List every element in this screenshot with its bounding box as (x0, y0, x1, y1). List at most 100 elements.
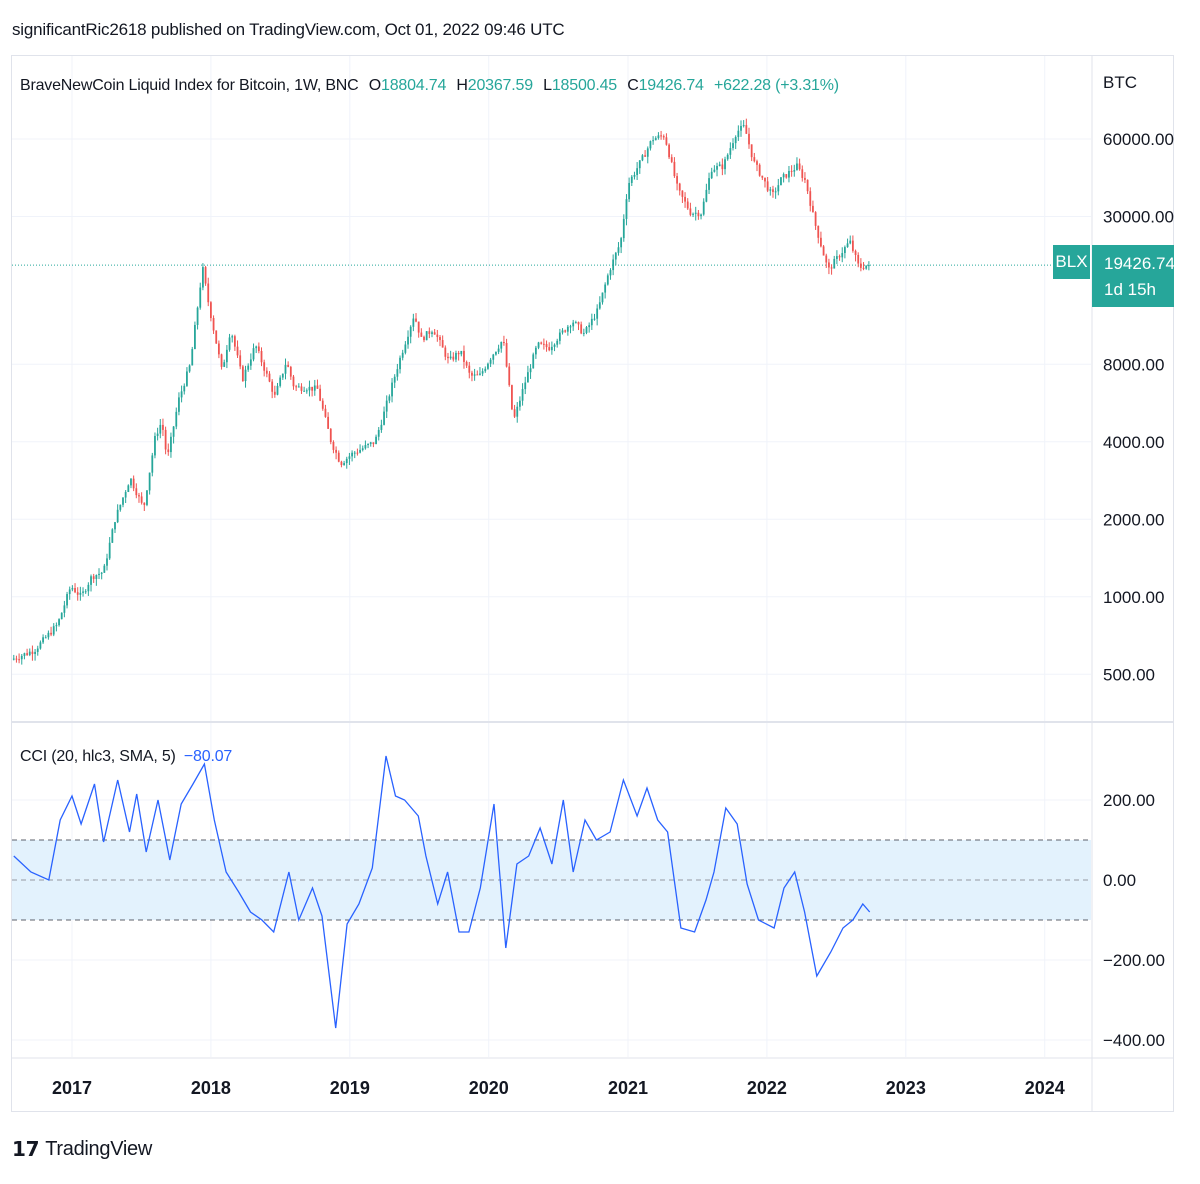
candle-body (516, 406, 519, 417)
candle-body (66, 594, 68, 606)
candle-body (566, 326, 569, 332)
candle-body (686, 201, 689, 209)
candle-body (156, 433, 159, 436)
candle-body (196, 307, 199, 325)
candle-body (324, 408, 327, 417)
candle-body (87, 584, 90, 592)
candle-body (540, 342, 543, 344)
candle-body (178, 397, 180, 412)
candle-body (702, 201, 705, 215)
candle-body (202, 267, 204, 288)
time-tick-label: 2021 (608, 1078, 648, 1098)
candle-body (55, 625, 58, 627)
brand-name: TradingView (45, 1138, 152, 1160)
candle-body (596, 308, 599, 319)
candle-body (537, 342, 540, 348)
time-tick-label: 2023 (886, 1078, 926, 1098)
candle-body (764, 177, 766, 182)
candle-body (84, 591, 87, 593)
candle-body (308, 386, 311, 391)
candle-body (598, 302, 601, 309)
candle-body (12, 658, 15, 660)
candle-body (204, 267, 207, 284)
candle-body (268, 373, 271, 382)
candle-body (737, 130, 740, 138)
candle-body (146, 490, 148, 505)
candle-body (526, 372, 529, 383)
cci-band (12, 839, 1091, 921)
candle-body (694, 212, 697, 214)
candle-body (425, 331, 428, 341)
candle-body (449, 356, 452, 359)
candle-body (340, 461, 343, 466)
candle-body (593, 318, 596, 320)
candle-body (122, 497, 124, 505)
candle-body (769, 189, 772, 191)
candle-body (665, 137, 668, 145)
candle-body (68, 589, 71, 595)
cci-axis-ticks: 200.00 0.00 −200.00 −400.00 (1103, 791, 1165, 1050)
candle-body (841, 253, 844, 258)
candle-body (332, 441, 335, 450)
candle-body (361, 448, 364, 450)
candle-body (327, 416, 330, 429)
axis-unit-label: BTC (1103, 73, 1137, 92)
candle-body (281, 373, 284, 378)
candle-body (313, 385, 316, 391)
candle-body (479, 373, 481, 375)
candle-body (135, 488, 138, 496)
candle-body (420, 332, 423, 337)
candle-body (484, 368, 487, 372)
candle-body (673, 161, 676, 177)
candle-body (724, 159, 726, 170)
candle-body (351, 452, 353, 457)
candle-body (628, 182, 631, 200)
candle-body (867, 265, 870, 267)
candle-body (436, 334, 439, 338)
candle-body (814, 212, 817, 226)
candle-body (148, 472, 151, 491)
candle-body (98, 573, 100, 576)
candle-body (670, 157, 673, 162)
candle-body (630, 176, 633, 183)
price-tick-label: 2000.00 (1103, 510, 1164, 529)
candle-body (63, 605, 66, 613)
candle-body (756, 161, 758, 165)
cci-series (13, 755, 871, 1029)
cci-line (13, 755, 871, 1029)
candle-body (127, 485, 130, 493)
candle-body (279, 377, 282, 386)
candle-body (337, 452, 340, 462)
candle-body (500, 342, 503, 349)
candle-body (657, 135, 660, 139)
candle-body (364, 445, 367, 449)
candle-body (660, 135, 662, 137)
candle-body (846, 243, 849, 248)
candle-body (601, 292, 604, 303)
candle-body (114, 522, 116, 530)
candle-body (188, 365, 191, 372)
candle-body (335, 449, 338, 453)
candle-body (777, 185, 780, 192)
candle-body (244, 369, 247, 382)
candle-body (476, 374, 479, 376)
candle-body (377, 429, 380, 437)
candle-body (668, 144, 670, 158)
candle-body (830, 267, 833, 269)
footer[interactable]: 𝟭𝟳 TradingView (12, 1137, 152, 1162)
candle-body (207, 283, 210, 303)
candle-body (130, 478, 132, 486)
last-price-value: 19426.74 (1104, 254, 1175, 273)
candle-body (217, 343, 220, 355)
candle-body (849, 240, 852, 244)
candle-body (180, 391, 183, 398)
candle-body (319, 388, 322, 401)
candle-body (676, 176, 678, 184)
candle-body (455, 352, 457, 360)
candle-body (854, 250, 857, 255)
candle-body (223, 362, 226, 367)
candle-body (103, 565, 106, 573)
candle-body (713, 169, 716, 172)
candle-body (209, 302, 212, 319)
